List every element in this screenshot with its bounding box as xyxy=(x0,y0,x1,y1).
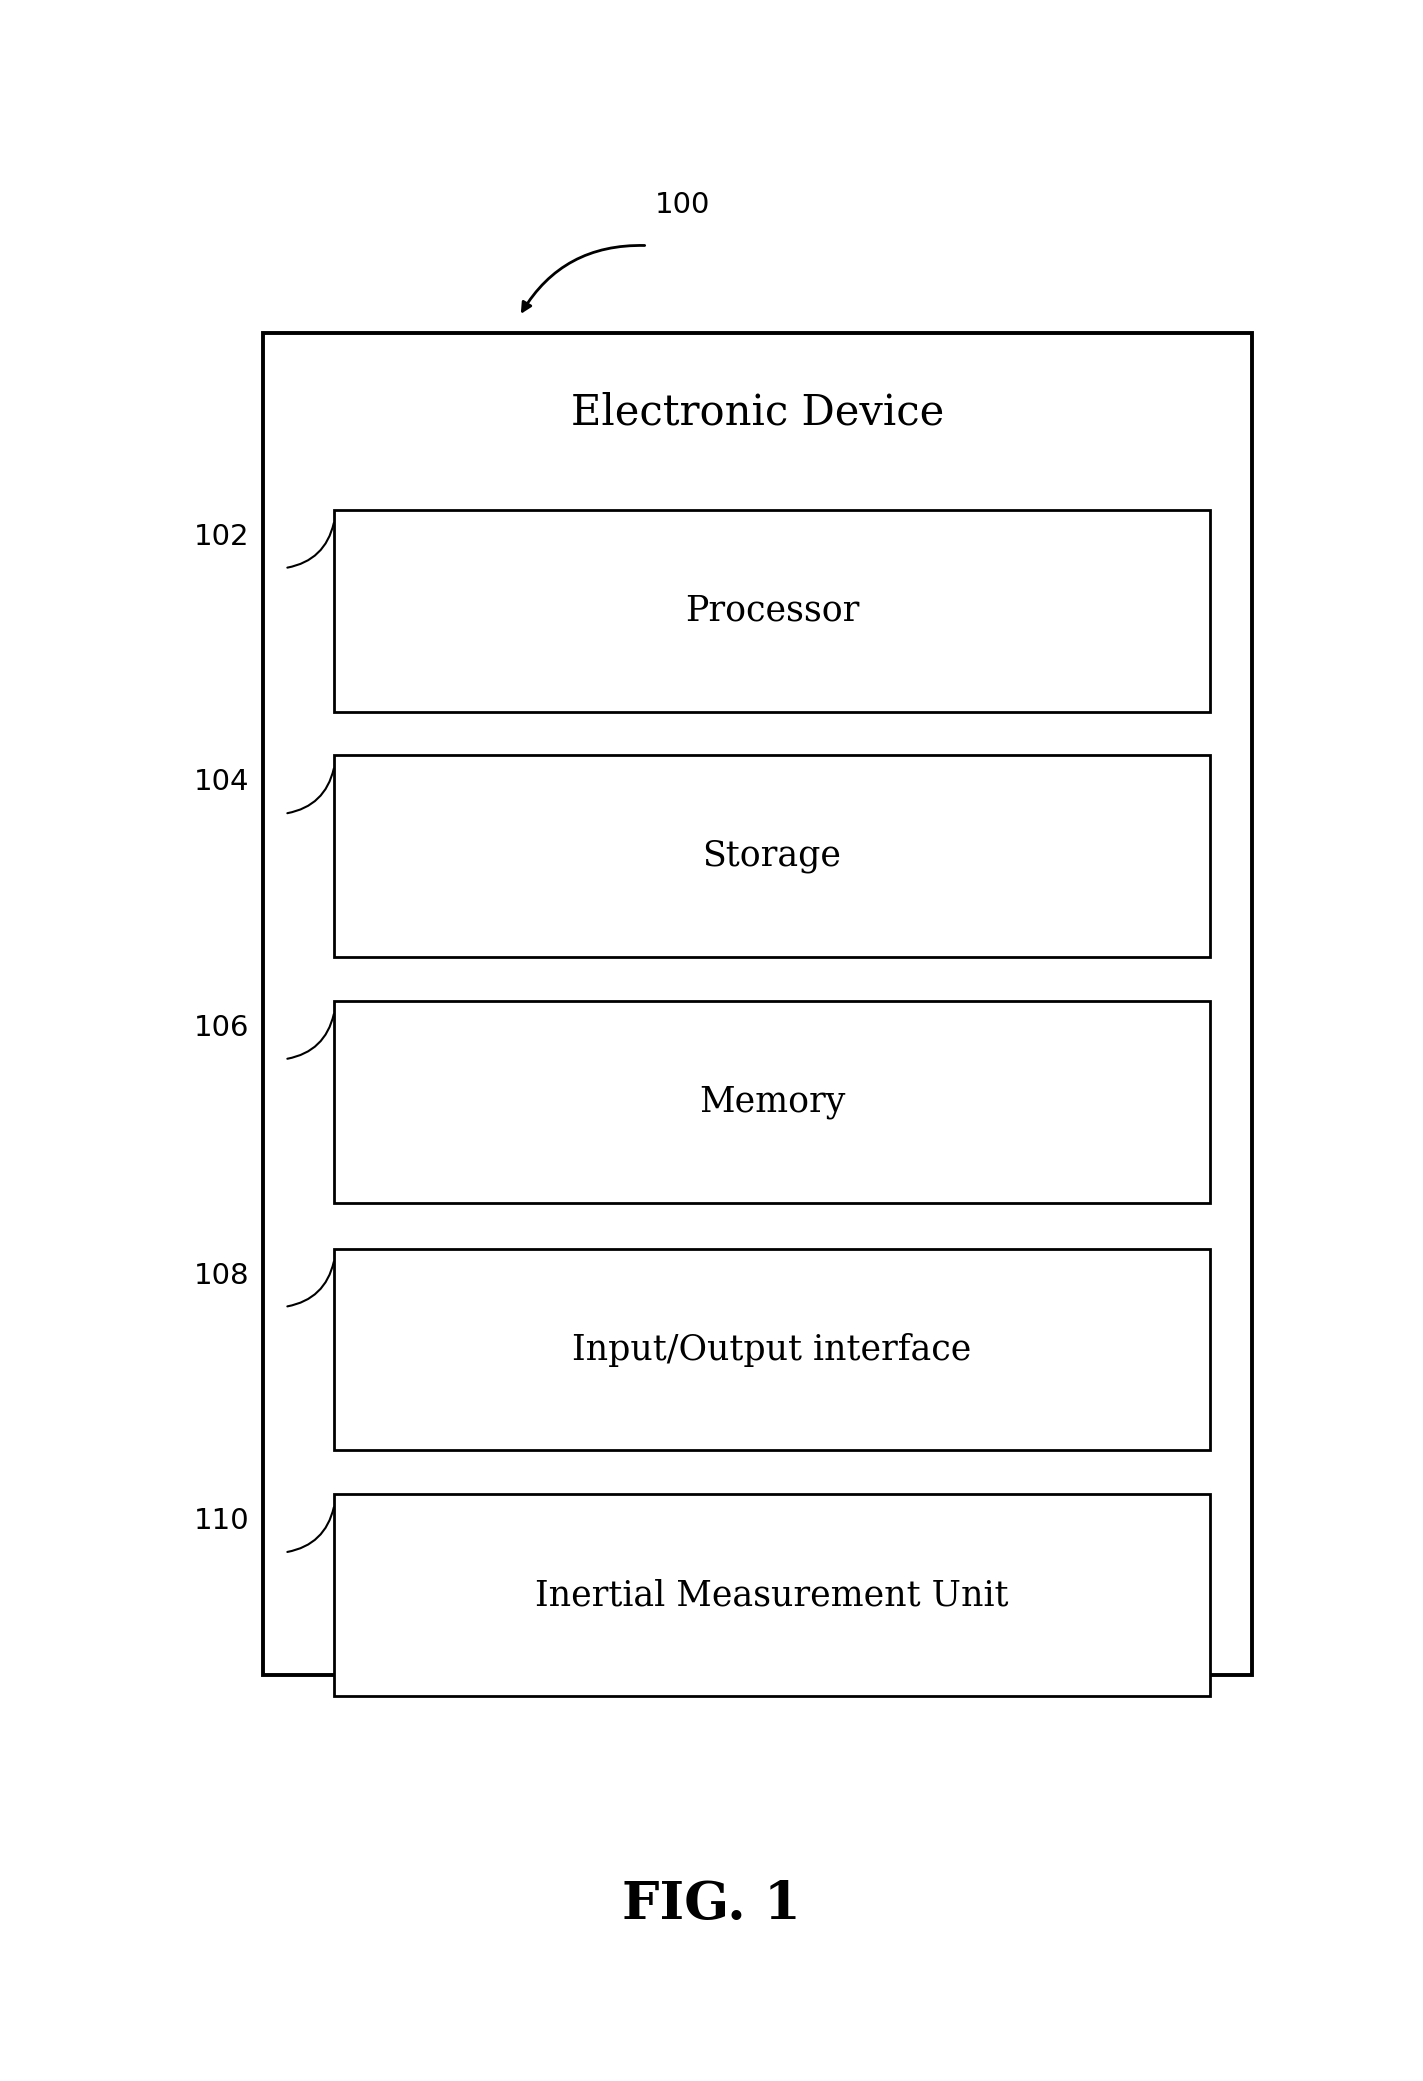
Text: 102: 102 xyxy=(194,522,249,551)
Text: Electronic Device: Electronic Device xyxy=(571,391,945,433)
Text: Storage: Storage xyxy=(703,839,841,874)
Bar xyxy=(334,1249,1210,1450)
Text: Memory: Memory xyxy=(699,1084,845,1120)
Bar xyxy=(334,1001,1210,1203)
Text: Processor: Processor xyxy=(684,593,859,628)
Text: 106: 106 xyxy=(194,1013,249,1043)
Text: 100: 100 xyxy=(655,191,710,219)
Text: Input/Output interface: Input/Output interface xyxy=(572,1332,972,1367)
Text: Inertial Measurement Unit: Inertial Measurement Unit xyxy=(535,1577,1009,1613)
Bar xyxy=(334,1494,1210,1696)
Bar xyxy=(334,755,1210,957)
Text: 110: 110 xyxy=(194,1507,249,1536)
Bar xyxy=(334,510,1210,712)
Text: 108: 108 xyxy=(194,1261,249,1290)
Text: 104: 104 xyxy=(194,768,249,797)
Bar xyxy=(263,333,1252,1675)
Text: FIG. 1: FIG. 1 xyxy=(622,1879,801,1929)
